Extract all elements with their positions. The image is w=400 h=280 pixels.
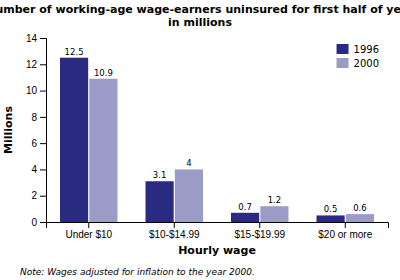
y-tick-label: 10 <box>26 85 38 96</box>
bar <box>260 206 288 222</box>
y-tick-label: 0 <box>31 217 37 228</box>
y-tick-label: 6 <box>31 138 37 149</box>
x-tick: $10-$14.99 <box>149 222 200 240</box>
title: Number of working-age wage-earners unins… <box>0 3 400 29</box>
data-label: 1.2 <box>268 195 282 205</box>
y-tick: 4 <box>31 164 46 175</box>
bar <box>89 79 117 222</box>
data-label: 0.7 <box>238 202 252 212</box>
y-tick-label: 2 <box>31 190 37 201</box>
bar <box>346 214 374 222</box>
y-tick: 2 <box>31 190 46 201</box>
legend-label: 1996 <box>354 44 379 55</box>
y-tick-mark <box>40 91 46 92</box>
y-tick-mark <box>40 38 46 39</box>
y-tick: 0 <box>31 217 46 228</box>
y-tick-mark <box>40 196 46 197</box>
y-tick: 14 <box>26 33 46 44</box>
x-tick-label: Under $10 <box>65 229 112 240</box>
data-label: 0.5 <box>324 204 338 214</box>
x-tick-mark <box>345 222 346 228</box>
y-tick-mark <box>40 143 46 144</box>
data-label: 12.5 <box>65 47 84 57</box>
legend-label: 2000 <box>354 58 379 69</box>
chart: Number of working-age wage-earners unins… <box>0 0 400 280</box>
x-tick-mark <box>174 222 175 228</box>
x-tick-label: $15-$19.99 <box>234 229 285 240</box>
bar <box>175 169 203 222</box>
data-label: 3.1 <box>153 170 167 180</box>
bar <box>60 58 88 222</box>
x-tick-label: $20 or more <box>318 229 372 240</box>
x-tick-mark <box>88 222 89 228</box>
x-tick: Under $10 <box>65 222 112 240</box>
y-tick-mark <box>40 169 46 170</box>
legend-swatch <box>337 58 349 68</box>
y-axis-line <box>40 39 47 223</box>
x-axis-line <box>47 223 389 229</box>
x-tick-mark <box>259 222 260 228</box>
y-axis-title: Millions <box>2 106 15 154</box>
legend: 1996 2000 <box>337 44 379 69</box>
y-tick-label: 12 <box>26 59 38 70</box>
y-tick-mark <box>40 222 46 223</box>
y-tick: 12 <box>26 59 46 70</box>
x-tick: $15-$19.99 <box>234 222 285 240</box>
y-tick-mark <box>40 64 46 65</box>
x-tick-label: $10-$14.99 <box>149 229 200 240</box>
y-tick-label: 4 <box>31 164 37 175</box>
bar <box>231 213 259 222</box>
title-line: Number of working-age wage-earners unins… <box>0 3 400 16</box>
bar <box>145 181 173 222</box>
y-axis: 0 2 4 6 8 10 12 14 <box>26 33 47 228</box>
data-label: 0.6 <box>353 203 367 213</box>
y-tick-mark <box>40 117 46 118</box>
y-tick: 10 <box>26 85 46 96</box>
bar <box>316 215 344 222</box>
bar-series <box>60 58 345 222</box>
y-tick-label: 14 <box>26 33 38 44</box>
bar-series <box>89 79 374 222</box>
x-axis-title: Hourly wage <box>178 244 256 257</box>
data-label: 10.9 <box>94 68 113 78</box>
y-tick: 8 <box>31 112 46 123</box>
bars <box>60 58 374 222</box>
title-line: in millions <box>168 16 232 29</box>
y-tick-label: 8 <box>31 112 37 123</box>
note: Note: Wages adjusted for inflation to th… <box>20 267 255 277</box>
data-labels: 12.5 3.1 0.7 0.5 10.9 4 1.2 0.6 <box>65 47 367 215</box>
plot: 12.5 3.1 0.7 0.5 10.9 4 1.2 0.6 0 2 4 6 8 10 12 14 Under… <box>26 33 389 240</box>
x-axis: Under $10 $10-$14.99 $15-$19.99 $20 or more <box>47 222 389 240</box>
data-label: 4 <box>186 158 191 168</box>
legend-swatch <box>337 44 349 54</box>
x-tick: $20 or more <box>318 222 372 240</box>
y-tick: 6 <box>31 138 46 149</box>
